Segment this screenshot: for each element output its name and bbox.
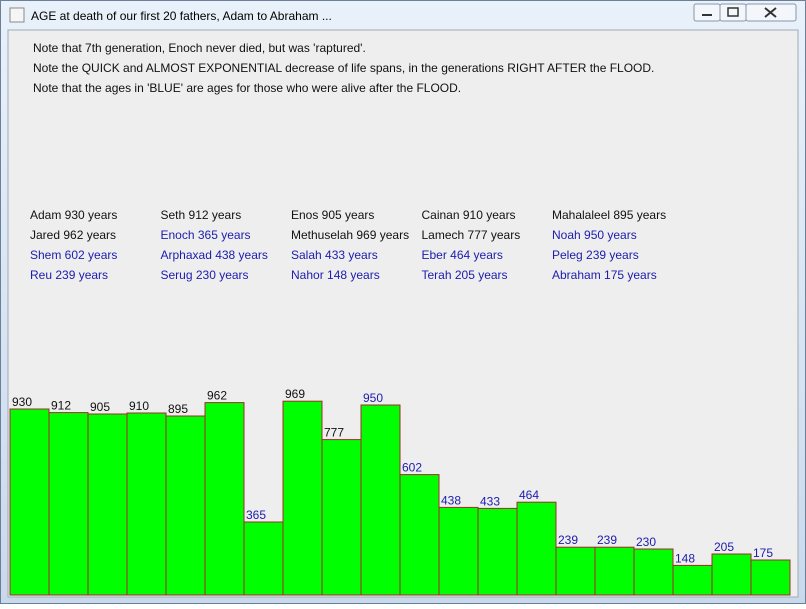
age-entry: Serug 230 years — [161, 268, 249, 282]
window-title: AGE at death of our first 20 fathers, Ad… — [31, 9, 332, 23]
age-entry: Adam 930 years — [30, 208, 117, 222]
bar-label: 230 — [636, 535, 656, 549]
bar — [399, 474, 440, 596]
age-entry: Abraham 175 years — [552, 268, 657, 282]
bar-label: 438 — [441, 493, 461, 507]
bar-label: 175 — [753, 546, 773, 560]
note: Note the QUICK and ALMOST EXPONENTIAL de… — [33, 61, 654, 75]
bar — [711, 553, 752, 596]
age-entry: Mahalaleel 895 years — [552, 208, 666, 222]
maximize-button[interactable] — [719, 3, 747, 22]
bar-label: 365 — [246, 508, 266, 522]
age-entry: Arphaxad 438 years — [161, 248, 268, 262]
bar — [282, 400, 323, 596]
bar — [321, 439, 362, 596]
bar — [48, 412, 89, 596]
bar-label: 777 — [324, 426, 344, 440]
bar-label: 239 — [597, 533, 617, 547]
bar-label: 962 — [207, 389, 227, 403]
bar — [87, 413, 128, 596]
bar — [633, 548, 674, 596]
age-entry: Seth 912 years — [161, 208, 242, 222]
bar-label: 910 — [129, 399, 149, 413]
bar-label: 912 — [51, 399, 71, 413]
age-entry: Peleg 239 years — [552, 248, 639, 262]
bar — [165, 415, 206, 596]
bar-label: 602 — [402, 461, 422, 475]
minimize-button[interactable] — [693, 3, 721, 22]
bar-label: 905 — [90, 400, 110, 414]
bar — [555, 546, 596, 596]
age-entry: Eber 464 years — [422, 248, 503, 262]
bar-label: 239 — [558, 533, 578, 547]
bar — [438, 506, 479, 596]
app-icon — [9, 7, 25, 23]
age-entry: Reu 239 years — [30, 268, 108, 282]
note: Note that the ages in 'BLUE' are ages fo… — [33, 81, 461, 95]
window-buttons — [693, 3, 797, 22]
age-entry: Noah 950 years — [552, 228, 637, 242]
age-entry: Enoch 365 years — [161, 228, 251, 242]
bar-label: 433 — [480, 494, 500, 508]
bar-label: 205 — [714, 540, 734, 554]
bar-label: 464 — [519, 488, 539, 502]
bar-label: 969 — [285, 387, 305, 401]
age-entry: Terah 205 years — [422, 268, 508, 282]
bar — [516, 501, 557, 596]
bar-label: 950 — [363, 391, 383, 405]
bar — [750, 559, 791, 596]
age-entry: Salah 433 years — [291, 248, 378, 262]
age-entry: Shem 602 years — [30, 248, 117, 262]
age-entry: Cainan 910 years — [422, 208, 516, 222]
note: Note that 7th generation, Enoch never di… — [33, 41, 366, 55]
bar-label: 148 — [675, 551, 695, 565]
bar-label: 930 — [12, 395, 32, 409]
age-entry: Enos 905 years — [291, 208, 374, 222]
age-entry: Methuselah 969 years — [291, 228, 409, 242]
age-entry: Jared 962 years — [30, 228, 116, 242]
bar — [477, 507, 518, 596]
age-entry: Nahor 148 years — [291, 268, 380, 282]
bar — [594, 546, 635, 596]
bar — [243, 521, 284, 596]
bar — [672, 564, 713, 596]
bar — [126, 412, 167, 596]
bar — [9, 408, 50, 596]
bar — [360, 404, 401, 596]
age-entry: Lamech 777 years — [422, 228, 521, 242]
bar-label: 895 — [168, 402, 188, 416]
bar — [204, 402, 245, 596]
